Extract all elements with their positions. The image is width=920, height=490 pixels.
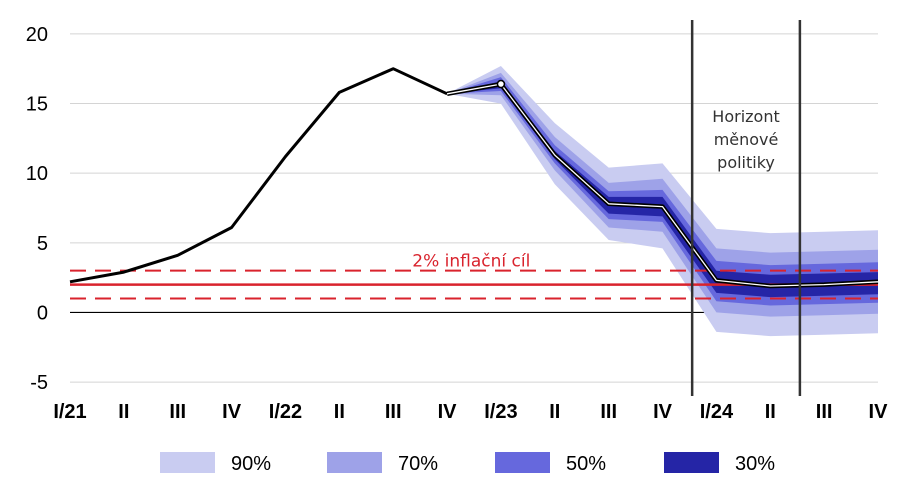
y-tick-label: 15 xyxy=(26,94,48,116)
data-point-marker xyxy=(496,79,506,89)
legend-swatch-30-pct xyxy=(664,452,719,473)
series-line-history xyxy=(69,67,448,284)
y-tick-label: -5 xyxy=(30,372,48,394)
x-tick-label: I/23 xyxy=(484,401,517,423)
x-tick-label: IV xyxy=(653,401,673,423)
x-tick-label: I/24 xyxy=(700,401,734,423)
x-tick-label: II xyxy=(118,401,129,423)
y-tick-label: 5 xyxy=(37,233,48,255)
horizon-label-line: politiky xyxy=(717,153,775,172)
fan-bands xyxy=(447,66,878,337)
x-tick-label: III xyxy=(816,401,833,423)
x-tick-label: III xyxy=(169,401,186,423)
legend-swatch-90-pct xyxy=(160,452,215,473)
x-tick-label: IV xyxy=(438,401,458,423)
legend-label: 50% xyxy=(566,453,606,475)
x-tick-label: I/22 xyxy=(269,401,302,423)
series-line-forecast-inner xyxy=(446,83,879,287)
x-tick-label: III xyxy=(600,401,617,423)
y-tick-label: 0 xyxy=(37,302,48,324)
legend-label: 70% xyxy=(398,453,438,475)
y-axis-ticks: 20 15 10 5 0 -5 xyxy=(26,24,48,394)
y-tick-label: 20 xyxy=(26,24,48,46)
inflation-target-label: 2% inflační cíl xyxy=(412,252,530,272)
x-tick-label: III xyxy=(385,401,402,423)
y-tick-label: 10 xyxy=(26,163,48,185)
horizon-label-line: Horizont xyxy=(712,107,779,126)
fan-band-50-pct xyxy=(447,77,878,306)
x-tick-label: IV xyxy=(222,401,242,423)
x-tick-label: II xyxy=(765,401,776,423)
x-tick-label: I/21 xyxy=(53,401,86,423)
legend-swatch-70-pct xyxy=(327,452,382,473)
fan-band-30-pct xyxy=(447,81,878,298)
inflation-series xyxy=(69,67,879,289)
x-axis-ticks: I/21 II III IV I/22 II III IV I/23 II III IV I/24 II I… xyxy=(53,401,888,423)
policy-horizon: Horizont měnové politiky xyxy=(690,20,802,396)
legend-label: 30% xyxy=(735,453,775,475)
x-tick-label: II xyxy=(334,401,345,423)
legend: 90% 70% 50% 30% xyxy=(160,452,775,475)
legend-label: 90% xyxy=(231,453,271,475)
x-tick-label: IV xyxy=(869,401,889,423)
x-tick-label: II xyxy=(549,401,560,423)
legend-swatch-50-pct xyxy=(495,452,550,473)
horizon-label-line: měnové xyxy=(714,130,779,149)
